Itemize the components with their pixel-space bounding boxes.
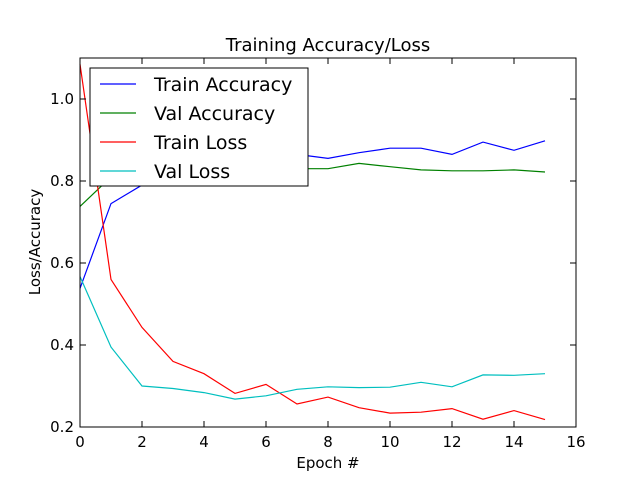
chart-title: Training Accuracy/Loss [225, 35, 430, 56]
x-tick-label: 0 [75, 433, 85, 451]
legend-label-0: Train Accuracy [153, 74, 292, 96]
x-tick-label: 6 [261, 433, 271, 451]
legend-box [89, 67, 309, 187]
x-axis-label: Epoch # [296, 454, 359, 472]
y-tick-label: 0.8 [50, 172, 74, 190]
x-tick-label: 16 [566, 433, 585, 451]
y-tick-label: 1.0 [50, 90, 74, 108]
axis-ticks: 0 2 4 6 8 10 12 14 16 0.2 0.4 0.6 0.8 1.0 [50, 58, 586, 451]
x-tick-label: 4 [199, 433, 209, 451]
legend-label-1: Val Accuracy [154, 103, 275, 125]
x-tick-label: 8 [323, 433, 333, 451]
x-tick-label: 12 [442, 433, 461, 451]
series-line-2 [79, 64, 546, 421]
legend-label-3: Val Loss [154, 161, 230, 183]
x-tick-label: 10 [380, 433, 399, 451]
y-tick-label: 0.2 [50, 418, 74, 436]
x-tick-label: 2 [137, 433, 147, 451]
y-axis-label: Loss/Accuracy [26, 189, 44, 296]
x-tick-label: 14 [504, 433, 523, 451]
y-tick-label: 0.6 [50, 254, 74, 272]
series-line-3 [79, 276, 546, 400]
y-tick-label: 0.4 [50, 336, 74, 354]
legend: Train Accuracy Val Accuracy Train Loss Val … [89, 67, 309, 187]
legend-label-2: Train Loss [153, 132, 247, 154]
